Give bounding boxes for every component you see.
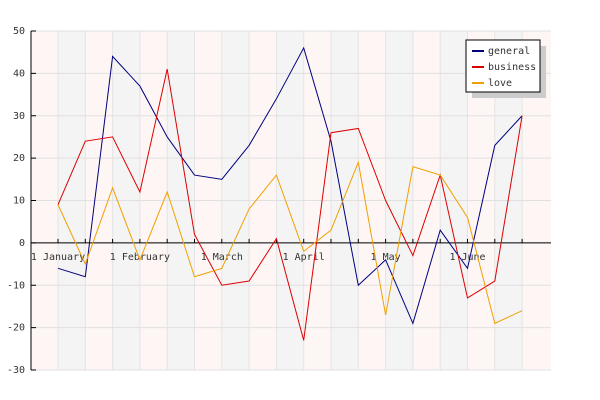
y-tick-label: 50 bbox=[13, 26, 25, 37]
x-tick-label: 1 March bbox=[201, 252, 243, 263]
x-tick-label: 1 January bbox=[31, 252, 85, 263]
legend-label: love bbox=[488, 78, 512, 89]
x-tick-label: 1 May bbox=[371, 252, 401, 263]
legend-label: general bbox=[488, 46, 530, 57]
y-tick-label: 40 bbox=[13, 68, 25, 79]
series-line bbox=[57, 69, 523, 341]
series-line bbox=[57, 46, 523, 325]
y-tick-label: 30 bbox=[13, 111, 25, 122]
y-tick-label: 10 bbox=[13, 196, 25, 207]
x-tick-label: 1 April bbox=[283, 252, 325, 263]
y-tick-label: -30 bbox=[7, 365, 25, 376]
y-tick-label: 0 bbox=[19, 238, 25, 249]
y-tick-label: 20 bbox=[13, 153, 25, 164]
y-tick-label: -20 bbox=[7, 323, 25, 334]
series-line bbox=[57, 160, 523, 325]
x-tick-label: 1 February bbox=[110, 252, 170, 263]
legend-label: business bbox=[488, 62, 536, 73]
y-tick-label: -10 bbox=[7, 280, 25, 291]
x-tick-label: 1 June bbox=[449, 252, 485, 263]
